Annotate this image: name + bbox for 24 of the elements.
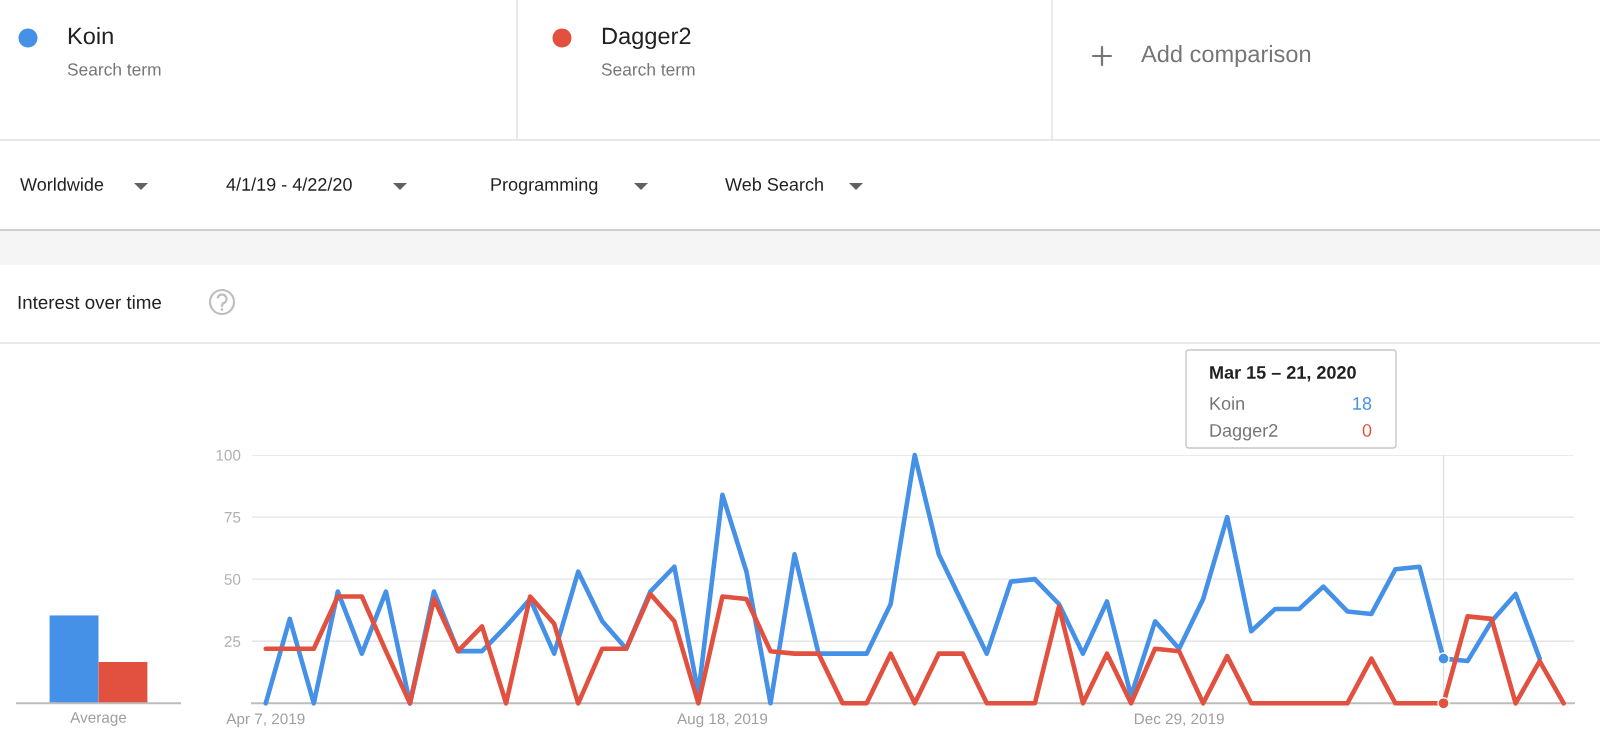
line-series	[263, 452, 1542, 706]
text: 0	[1362, 424, 1372, 437]
legend-label: Koin	[68, 27, 113, 45]
y-tick-label: 75	[224, 512, 241, 523]
text: Interest over time	[18, 295, 162, 310]
y-tick-label: 100	[216, 449, 241, 461]
text: Dagger2	[1210, 424, 1278, 441]
x-tick-label: Aug 18, 2019	[677, 713, 768, 728]
text: Koin	[1210, 396, 1244, 410]
text: Programming	[491, 177, 598, 195]
x-tick-label: Average	[70, 712, 127, 726]
legend-label: Dagger2	[602, 27, 691, 49]
text: 18	[1353, 397, 1372, 410]
text: Add comparison	[1141, 45, 1311, 67]
text: Web Search	[725, 177, 823, 191]
text: 4/1/19 - 4/22/20	[226, 177, 352, 191]
text: Mar 15 – 21, 2020	[1210, 366, 1356, 382]
y-tick-label: 25	[224, 636, 241, 647]
x-tick-label: Apr 7, 2019	[226, 713, 305, 728]
x-tick-label: Dec 29, 2019	[1134, 713, 1224, 727]
text: Search term	[601, 62, 695, 76]
text: Search term	[67, 62, 161, 76]
y-tick-label: 50	[224, 574, 241, 585]
text: Worldwide	[20, 177, 104, 191]
